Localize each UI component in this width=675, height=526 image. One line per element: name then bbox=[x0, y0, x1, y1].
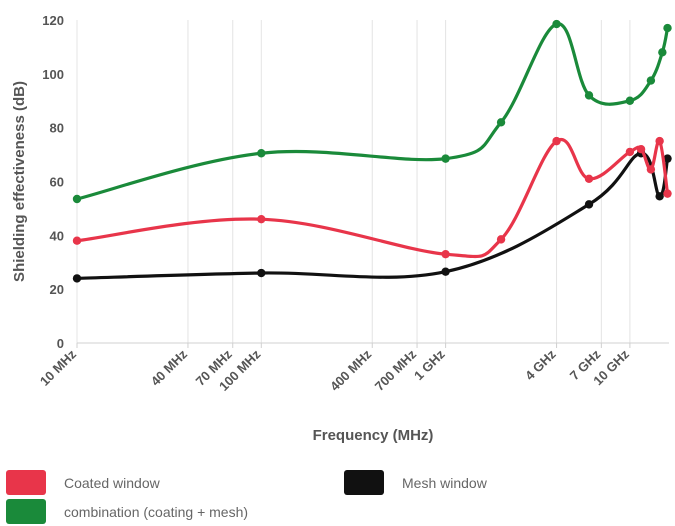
series-point-coated-1 bbox=[257, 214, 266, 224]
legend-swatch-mesh bbox=[344, 470, 384, 495]
series-point-combination-9 bbox=[663, 23, 672, 33]
y-tick-label-5: 100 bbox=[42, 67, 64, 82]
series-point-combination-5 bbox=[584, 91, 594, 100]
legend-label-mesh: Mesh window bbox=[402, 474, 487, 491]
series-point-combination-3 bbox=[496, 118, 506, 127]
legend-label-coated: Coated window bbox=[64, 474, 160, 491]
legend-item-mesh[interactable]: Mesh window bbox=[344, 470, 487, 495]
legend-item-combination[interactable]: combination (coating + mesh) bbox=[6, 499, 248, 524]
series-point-coated-8 bbox=[646, 165, 656, 174]
series-point-combination-6 bbox=[625, 96, 635, 105]
series-point-combination-7 bbox=[646, 76, 656, 85]
x-tick-label-7: 4 GHz bbox=[522, 346, 559, 383]
legend-swatch-coated bbox=[6, 470, 46, 495]
x-tick-label-0: 10 MHz bbox=[37, 346, 80, 389]
x-tick-label-4: 400 MHz bbox=[327, 346, 375, 394]
series-point-combination-8 bbox=[658, 48, 667, 57]
x-tick-label-6: 1 GHz bbox=[411, 346, 448, 383]
series-point-coated-6 bbox=[625, 147, 635, 157]
series-point-coated-9 bbox=[655, 136, 664, 146]
series-point-combination-2 bbox=[441, 154, 450, 163]
series-point-coated-0 bbox=[72, 236, 82, 245]
legend-label-combination: combination (coating + mesh) bbox=[64, 503, 249, 520]
y-axis-title: Shielding effectiveness (dB) bbox=[11, 81, 28, 282]
series-point-mesh-2 bbox=[441, 267, 450, 276]
series-point-mesh-5 bbox=[655, 192, 664, 201]
series-point-coated-5 bbox=[584, 174, 594, 184]
x-axis-title: Frequency (MHz) bbox=[313, 427, 434, 444]
legend-item-coated[interactable]: Coated window bbox=[6, 470, 160, 495]
legend-swatch-combination bbox=[6, 499, 46, 524]
y-tick-label-6: 120 bbox=[42, 13, 64, 28]
y-tick-label-0: 0 bbox=[57, 336, 64, 351]
series-line-mesh bbox=[75, 151, 670, 280]
series-point-mesh-6 bbox=[663, 154, 672, 163]
y-tick-label-2: 40 bbox=[50, 228, 64, 243]
y-tick-label-3: 60 bbox=[50, 175, 64, 190]
series-point-coated-3 bbox=[496, 235, 506, 244]
series-point-combination-4 bbox=[552, 19, 561, 29]
series-point-mesh-3 bbox=[584, 200, 594, 209]
x-tick-label-1: 40 MHz bbox=[148, 346, 191, 389]
series-point-mesh-0 bbox=[72, 274, 82, 283]
series-point-mesh-1 bbox=[257, 268, 266, 278]
series-point-coated-2 bbox=[441, 249, 450, 259]
series-point-coated-7 bbox=[636, 145, 646, 154]
series-point-coated-10 bbox=[663, 189, 672, 198]
series-point-coated-4 bbox=[552, 136, 561, 146]
series-point-combination-0 bbox=[72, 194, 82, 204]
y-tick-label-4: 80 bbox=[50, 121, 64, 136]
series-point-combination-1 bbox=[257, 149, 266, 158]
y-tick-label-1: 20 bbox=[50, 282, 64, 297]
